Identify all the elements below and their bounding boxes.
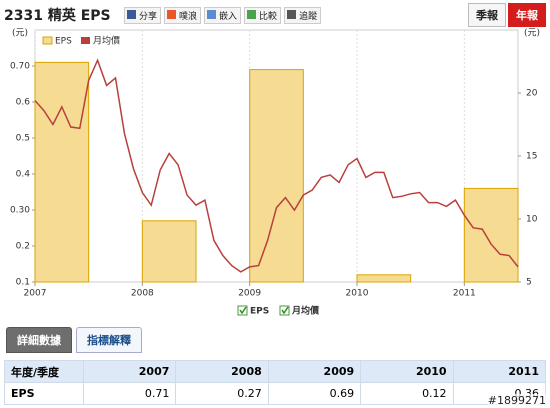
share-button[interactable]: 分享 [124, 7, 162, 24]
y-tick-label: 0.30 [10, 206, 30, 216]
price-line [34, 58, 519, 273]
data-table: 年度/季度 2007 2008 2009 2010 2011 EPS 0.71 … [4, 360, 547, 405]
legend-checkbox[interactable] [279, 305, 290, 316]
bar [356, 274, 412, 283]
check-mark [281, 306, 289, 315]
header-cell: 2009 [267, 360, 362, 383]
legend-swatch [42, 36, 53, 45]
x-tick-label: 2008 [131, 289, 154, 299]
y-axis-label: (元) [12, 29, 28, 39]
cell: 0.12 [360, 382, 454, 405]
y-tick-label: 0.2 [16, 242, 30, 252]
bar [34, 61, 90, 283]
y2-tick-label: 10 [526, 215, 538, 225]
table-header: 年度/季度 2007 2008 2009 2010 2011 [4, 360, 547, 383]
detail-tab[interactable]: 詳細數據 [6, 327, 72, 353]
x-tick-label: 2007 [24, 289, 47, 299]
watermark: #1899271 [487, 394, 546, 407]
x-tick-label: 2011 [453, 289, 476, 299]
toolbar: 分享 噗浪 嵌入 比較 追蹤 [124, 7, 322, 24]
period-tabs: 季報 年報 [468, 3, 546, 27]
chart: (元) (元) 2007 2008 2009 2010 20110.10.20.300.… [10, 29, 540, 317]
legend-toggle-label: EPS [250, 307, 269, 317]
plurk-button[interactable]: 噗浪 [164, 7, 202, 24]
y-tick-label: 0.6 [16, 98, 31, 108]
table-row: EPS 0.71 0.27 0.69 0.12 0.36 [4, 382, 547, 405]
legend-label: EPS [55, 37, 72, 47]
legend-toggle-label: 月均價 [291, 305, 320, 317]
legend-checkbox[interactable] [237, 305, 248, 316]
y-tick-label: 0.1 [16, 278, 30, 288]
header-cell: 年度/季度 [4, 360, 84, 383]
quarterly-tab[interactable]: 季報 [468, 3, 506, 27]
cell: 0.27 [175, 382, 269, 405]
header-cell: 2011 [452, 360, 547, 383]
x-tick-label: 2010 [346, 289, 369, 299]
check-mark [239, 306, 247, 315]
y2-tick-label: 15 [526, 152, 537, 162]
bar [141, 220, 197, 283]
y2-axis-label: (元) [524, 29, 540, 39]
cell: 0.71 [82, 382, 177, 405]
bar [249, 69, 304, 283]
y-tick-label: 0.5 [16, 134, 30, 144]
y-tick-label: 0.4 [16, 170, 31, 180]
header-cell: 2007 [82, 360, 177, 383]
header-cell: 2008 [175, 360, 269, 383]
page-title: 2331 精英 EPS [4, 8, 111, 24]
track-button[interactable]: 追蹤 [284, 7, 322, 24]
explain-tab[interactable]: 指標解釋 [76, 327, 142, 353]
y-tick-label: 0.70 [10, 62, 30, 72]
compare-button[interactable]: 比較 [244, 7, 282, 24]
y2-tick-label: 5 [526, 278, 532, 288]
x-tick-label: 2009 [238, 289, 261, 299]
bar [463, 187, 519, 283]
header-cell: 2010 [360, 360, 454, 383]
annual-tab[interactable]: 年報 [508, 3, 546, 27]
y2-tick-label: 20 [526, 89, 538, 99]
legend-label: 月均價 [93, 35, 120, 47]
subtabs: 詳細數據 指標解釋 [6, 327, 142, 353]
embed-button[interactable]: 嵌入 [204, 7, 242, 24]
row-label: EPS [4, 382, 84, 405]
legend-swatch [81, 37, 90, 44]
cell: 0.69 [267, 382, 362, 405]
